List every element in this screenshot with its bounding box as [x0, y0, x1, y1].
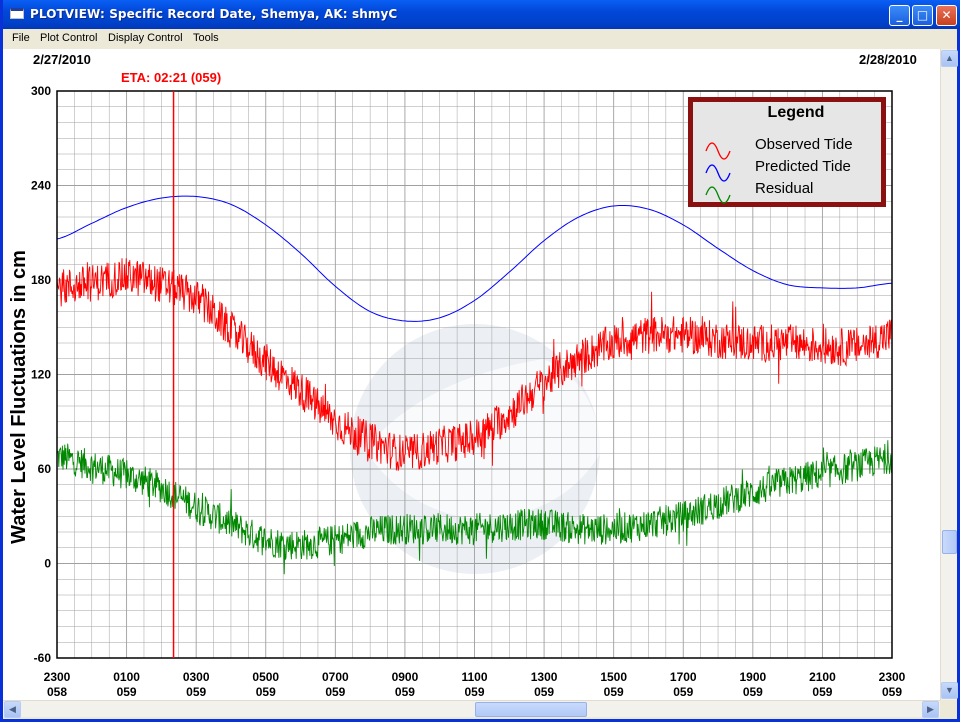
series-layer	[56, 195, 893, 575]
plot-frame	[56, 90, 893, 659]
menu-file[interactable]: File	[12, 32, 30, 44]
x-tick-label-time: 0500	[252, 670, 279, 684]
x-tick-label-time: 2300	[879, 670, 906, 684]
y-axis-label: Water Level Fluctuations in cm	[8, 250, 30, 544]
legend-box	[693, 102, 881, 202]
x-tick-label-time: 0300	[183, 670, 210, 684]
y-tick-label: -60	[34, 651, 52, 665]
axis-ticks: 300240180120600-602300058010005903000590…	[31, 84, 906, 699]
window-title: PLOTVIEW: Specific Record Date, Shemya, …	[30, 7, 398, 21]
x-tick-label-time: 2100	[809, 670, 836, 684]
legend-predicted-label: Predicted Tide	[755, 158, 851, 175]
vertical-scrollbar[interactable]: ▲ ▼	[940, 49, 958, 700]
date-left: 2/27/2010	[33, 52, 91, 67]
menu-display-control[interactable]: Display Control	[108, 32, 183, 44]
legend-observed-label: Observed Tide	[755, 136, 853, 153]
x-tick-label-day: 059	[604, 685, 624, 699]
size-grip[interactable]	[940, 700, 957, 717]
y-tick-label: 300	[31, 84, 51, 98]
y-tick-label: 240	[31, 179, 51, 193]
menu-tools[interactable]: Tools	[193, 32, 219, 44]
plot-area: 300 240 180 120 60 0 -60 2300 058 0100 059 0300 059 0…	[3, 49, 940, 700]
x-tick-label-day: 059	[117, 685, 137, 699]
x-tick-label-day: 059	[464, 685, 484, 699]
title-bar[interactable]: PLOTVIEW: Specific Record Date, Shemya, …	[3, 0, 960, 29]
tide-chart: 300240180120600-602300058010005903000590…	[8, 52, 917, 699]
minimize-button[interactable]: _	[889, 5, 910, 26]
horizontal-scrollbar[interactable]: ◀ ▶	[3, 700, 940, 718]
scroll-left-button[interactable]: ◀	[4, 701, 21, 718]
series-predicted-tide	[56, 195, 893, 322]
x-tick-label-day: 059	[812, 685, 832, 699]
x-tick-label-time: 2300	[44, 670, 71, 684]
y-tick-label: 0	[44, 557, 51, 571]
x-tick-label-day: 059	[882, 685, 902, 699]
x-tick-label-day: 059	[743, 685, 763, 699]
legend: Legend Observed Tide Predicted Tide Resi…	[688, 97, 886, 207]
legend-predicted-swatch	[705, 164, 731, 182]
x-tick-label-time: 1100	[461, 670, 487, 684]
maximize-button[interactable]: □	[912, 5, 933, 26]
x-tick-label-day: 059	[395, 685, 415, 699]
eta-label: ETA: 02:21 (059)	[121, 70, 221, 85]
scroll-down-button[interactable]: ▼	[941, 682, 958, 699]
menu-plot-control[interactable]: Plot Control	[40, 32, 98, 44]
x-tick-label-day: 059	[256, 685, 276, 699]
date-right: 2/28/2010	[859, 52, 917, 67]
x-tick-label-day: 058	[47, 685, 67, 699]
x-tick-label-time: 1900	[739, 670, 766, 684]
x-tick-label-day: 059	[673, 685, 693, 699]
series-observed-tide	[56, 258, 893, 471]
vertical-scroll-thumb[interactable]	[942, 530, 957, 554]
x-tick-label-time: 1300	[531, 670, 558, 684]
x-tick-label-day: 059	[186, 685, 206, 699]
x-tick-label-time: 1500	[600, 670, 627, 684]
app-icon[interactable]	[10, 8, 24, 19]
y-tick-label: 180	[31, 273, 51, 287]
legend-residual-label: Residual	[755, 180, 813, 197]
y-tick-label: 120	[31, 368, 51, 382]
x-tick-label-day: 059	[534, 685, 554, 699]
x-tick-label-time: 0900	[392, 670, 419, 684]
x-tick-label-day: 059	[325, 685, 345, 699]
x-tick-label-time: 0100	[113, 670, 140, 684]
legend-title: Legend	[768, 104, 825, 121]
y-tick-label: 60	[38, 462, 52, 476]
menu-bar: File Plot Control Display Control Tools	[3, 29, 957, 49]
series-residual	[56, 440, 893, 575]
scroll-up-button[interactable]: ▲	[941, 50, 958, 67]
scroll-right-button[interactable]: ▶	[922, 701, 939, 718]
horizontal-scroll-thumb[interactable]	[475, 702, 587, 717]
x-tick-label-time: 1700	[670, 670, 697, 684]
legend-residual-swatch	[705, 186, 731, 204]
close-button[interactable]: ✕	[936, 5, 957, 26]
legend-observed-swatch	[705, 142, 731, 160]
x-tick-label-time: 0700	[322, 670, 349, 684]
